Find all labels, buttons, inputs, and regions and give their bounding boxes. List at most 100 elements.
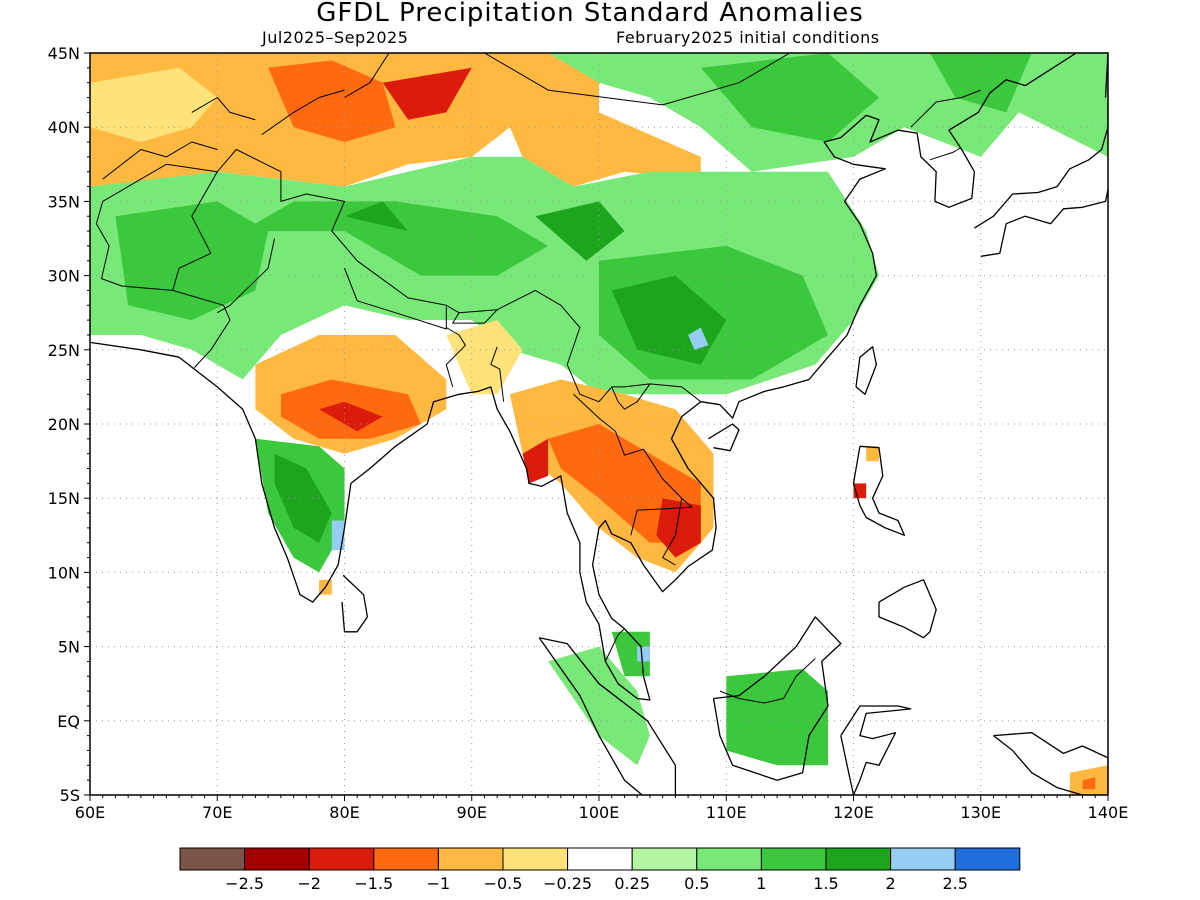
coastline-taiwan xyxy=(855,346,878,395)
border-nepal xyxy=(344,268,447,330)
border-laos-north xyxy=(611,383,651,410)
border-kyrgyz xyxy=(261,89,345,136)
anomaly-southindia-core xyxy=(274,453,332,543)
colorbar-label: −0.5 xyxy=(484,874,523,893)
lon-label: 120E xyxy=(833,803,874,822)
border-bangladesh-w xyxy=(445,327,466,388)
colorbar-label: −0.25 xyxy=(543,874,592,893)
border-mongolia xyxy=(483,53,792,106)
graticule xyxy=(90,53,1108,795)
anomaly-tibet-core xyxy=(535,201,625,261)
colorbar-label: 2.5 xyxy=(942,874,967,893)
border-bangladesh-e xyxy=(490,346,505,402)
anomaly-manchuria-wet xyxy=(929,53,1032,113)
lon-label: 60E xyxy=(75,803,105,822)
coastline-mainland xyxy=(90,53,1077,701)
lon-label: 90E xyxy=(457,803,487,822)
lat-label: 5S xyxy=(60,786,80,805)
coastline-borneo xyxy=(712,616,842,781)
lat-label: 10N xyxy=(48,563,80,582)
anomaly-caspian-yellow xyxy=(90,67,218,142)
colorbar-label: 0.5 xyxy=(684,874,709,893)
border-afghanistan xyxy=(95,171,218,291)
coastlines xyxy=(90,53,1108,795)
colorbar-swatch xyxy=(244,847,310,871)
forecast-period: Jul2025–Sep2025 xyxy=(262,28,409,47)
lon-label: 80E xyxy=(329,803,359,822)
map-axes: 60E 70E 80E 90E 100E 110E 120E 130E 140E 45N 40N 35… xyxy=(48,44,1129,822)
anomaly-kazakh-red xyxy=(382,67,472,120)
lat-label: 15N xyxy=(48,489,80,508)
colorbar-swatch xyxy=(179,847,246,871)
colorbar-swatch xyxy=(567,847,633,871)
lat-label: 25N xyxy=(48,341,80,360)
border-bhutan xyxy=(452,309,498,324)
lat-label: 45N xyxy=(48,44,80,63)
colorbar-label: 1.5 xyxy=(813,874,838,893)
border-kazakh-china xyxy=(344,53,390,98)
colorbar-swatch xyxy=(954,847,1021,871)
anomaly-afghan-wet xyxy=(115,201,269,321)
colorbar-swatch xyxy=(760,847,827,871)
anomaly-sumatra-wet xyxy=(548,646,650,766)
coastline-srilanka xyxy=(341,574,369,633)
lon-label: 110E xyxy=(706,803,747,822)
map-title: GFDL Precipitation Standard Anomalies xyxy=(316,0,864,28)
colorbar-swatch xyxy=(890,847,956,871)
colorbar-swatch xyxy=(308,847,375,871)
anomaly-myanmar-red xyxy=(522,438,549,484)
colorbar-label: −1.5 xyxy=(354,874,393,893)
border-koreas xyxy=(929,147,961,161)
anomaly-kazakh-orange xyxy=(268,60,396,142)
colorbar-label: −2 xyxy=(297,874,321,893)
anomaly-borneo-wet xyxy=(726,668,828,766)
border-laos-thai xyxy=(573,393,693,536)
coastline-luzon xyxy=(852,445,906,536)
colorbar-swatch xyxy=(437,847,504,871)
colorbar-swatch xyxy=(373,847,439,871)
lon-label: 140E xyxy=(1088,803,1129,822)
colorbar-swatch xyxy=(696,847,762,871)
colorbar-label: −1 xyxy=(427,874,451,893)
initial-conditions: February2025 initial conditions xyxy=(616,28,880,47)
coastline-japan-south xyxy=(980,189,1108,257)
lat-label: EQ xyxy=(57,712,80,731)
border-cambodia-vn xyxy=(662,498,683,566)
anomaly-loess-dry xyxy=(509,112,701,187)
anomaly-northchina-wet xyxy=(700,53,879,142)
border-uzbek xyxy=(191,97,256,121)
lat-label: 20N xyxy=(48,415,80,434)
coastline-mindanao xyxy=(878,579,937,639)
border-pakistan xyxy=(172,289,231,368)
lat-label: 35N xyxy=(48,192,80,211)
anomaly-luzon-orange xyxy=(866,446,879,462)
anomaly-guangxi-blue xyxy=(688,327,709,350)
anomaly-bengal-yellow xyxy=(446,320,523,395)
colorbar-swatch xyxy=(631,847,698,871)
anomaly-cambodia-red xyxy=(656,498,701,558)
coastline-japan-north xyxy=(974,104,1108,229)
anomaly-malay-blue xyxy=(637,646,650,662)
colorbar-label: 2 xyxy=(886,874,896,893)
lat-label: 5N xyxy=(58,638,80,657)
border-malaysia-thai xyxy=(604,628,625,662)
colorbar-label: 1 xyxy=(756,874,766,893)
coastline-sumatra xyxy=(538,637,677,795)
anomaly-fill-layer xyxy=(90,53,1108,795)
border-india-pakistan xyxy=(217,238,275,314)
coastline-sulawesi xyxy=(840,705,912,795)
anomaly-malay-wet xyxy=(611,631,650,677)
colorbar-label: −2.5 xyxy=(225,874,264,893)
anomaly-ladakh-core xyxy=(344,201,409,232)
anomaly-png-core xyxy=(1082,777,1096,790)
border-turkmen xyxy=(102,141,218,180)
border-borneo xyxy=(719,658,816,704)
colorbar-swatch xyxy=(502,847,569,871)
lon-label: 100E xyxy=(579,803,620,822)
border-korea-china xyxy=(910,89,981,128)
lat-label: 40N xyxy=(48,118,80,137)
lon-label: 70E xyxy=(202,803,232,822)
colorbar-swatch xyxy=(825,847,892,871)
coastline-hainan xyxy=(708,423,740,452)
